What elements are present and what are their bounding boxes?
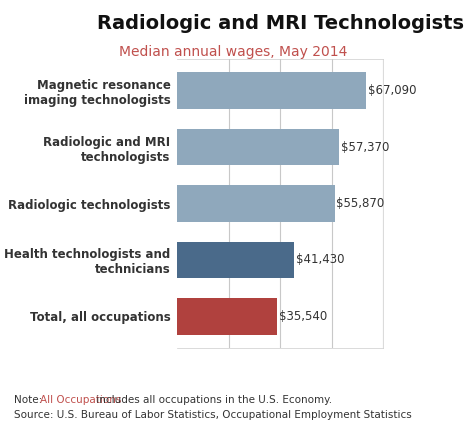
Text: includes all occupations in the U.S. Economy.: includes all occupations in the U.S. Eco… <box>93 395 333 405</box>
Text: Median annual wages, May 2014: Median annual wages, May 2014 <box>119 45 348 59</box>
Text: All Occupations: All Occupations <box>40 395 121 405</box>
Text: $41,430: $41,430 <box>296 254 344 266</box>
Text: $55,870: $55,870 <box>336 197 385 210</box>
Title: Radiologic and MRI Technologists: Radiologic and MRI Technologists <box>97 14 464 33</box>
Bar <box>177 298 277 335</box>
Text: Source: U.S. Bureau of Labor Statistics, Occupational Employment Statistics: Source: U.S. Bureau of Labor Statistics,… <box>14 410 412 420</box>
Bar <box>177 242 294 278</box>
Bar <box>177 73 366 109</box>
Bar <box>177 129 339 165</box>
Text: $57,370: $57,370 <box>340 141 389 153</box>
Text: $35,540: $35,540 <box>279 310 327 323</box>
Text: Note:: Note: <box>14 395 45 405</box>
Bar <box>177 185 335 222</box>
Text: $67,090: $67,090 <box>368 84 417 97</box>
